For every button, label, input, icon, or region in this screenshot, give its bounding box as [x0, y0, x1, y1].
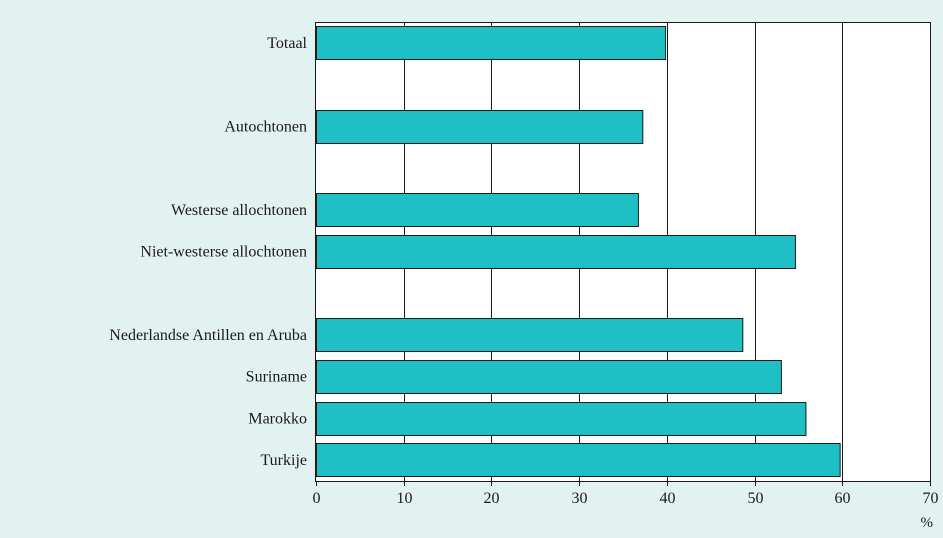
bar — [316, 443, 841, 477]
bar — [316, 110, 644, 144]
category-label: Autochtonen — [224, 118, 307, 135]
category-label: Turkije — [260, 452, 307, 469]
bar — [316, 193, 639, 227]
category-label: Suriname — [246, 369, 307, 386]
category-label: Westerse allochtonen — [171, 202, 307, 219]
bar — [316, 235, 796, 269]
x-tick-label: 40 — [660, 490, 676, 507]
bar — [316, 318, 744, 352]
x-tick-label: 70 — [923, 490, 939, 507]
x-tick-label: 0 — [313, 490, 321, 507]
x-tick-label: 50 — [748, 490, 764, 507]
x-unit-label: % — [921, 515, 934, 531]
x-tick-label: 60 — [835, 490, 851, 507]
category-labels: Totaal Autochtonen Westerse allochtonen Nie… — [109, 35, 307, 469]
x-tick-label: 10 — [397, 490, 413, 507]
bar — [316, 402, 807, 436]
bar — [316, 26, 667, 60]
bars — [316, 26, 841, 477]
x-axis-ticks: 0 10 20 30 40 50 60 70 — [313, 481, 939, 507]
x-tick-label: 20 — [484, 490, 500, 507]
category-label: Marokko — [248, 410, 307, 427]
x-tick-label: 30 — [572, 490, 588, 507]
category-label: Niet-westerse allochtonen — [140, 244, 307, 261]
bar — [316, 360, 782, 394]
category-label: Totaal — [267, 35, 307, 52]
category-label: Nederlandse Antillen en Aruba — [109, 327, 307, 344]
